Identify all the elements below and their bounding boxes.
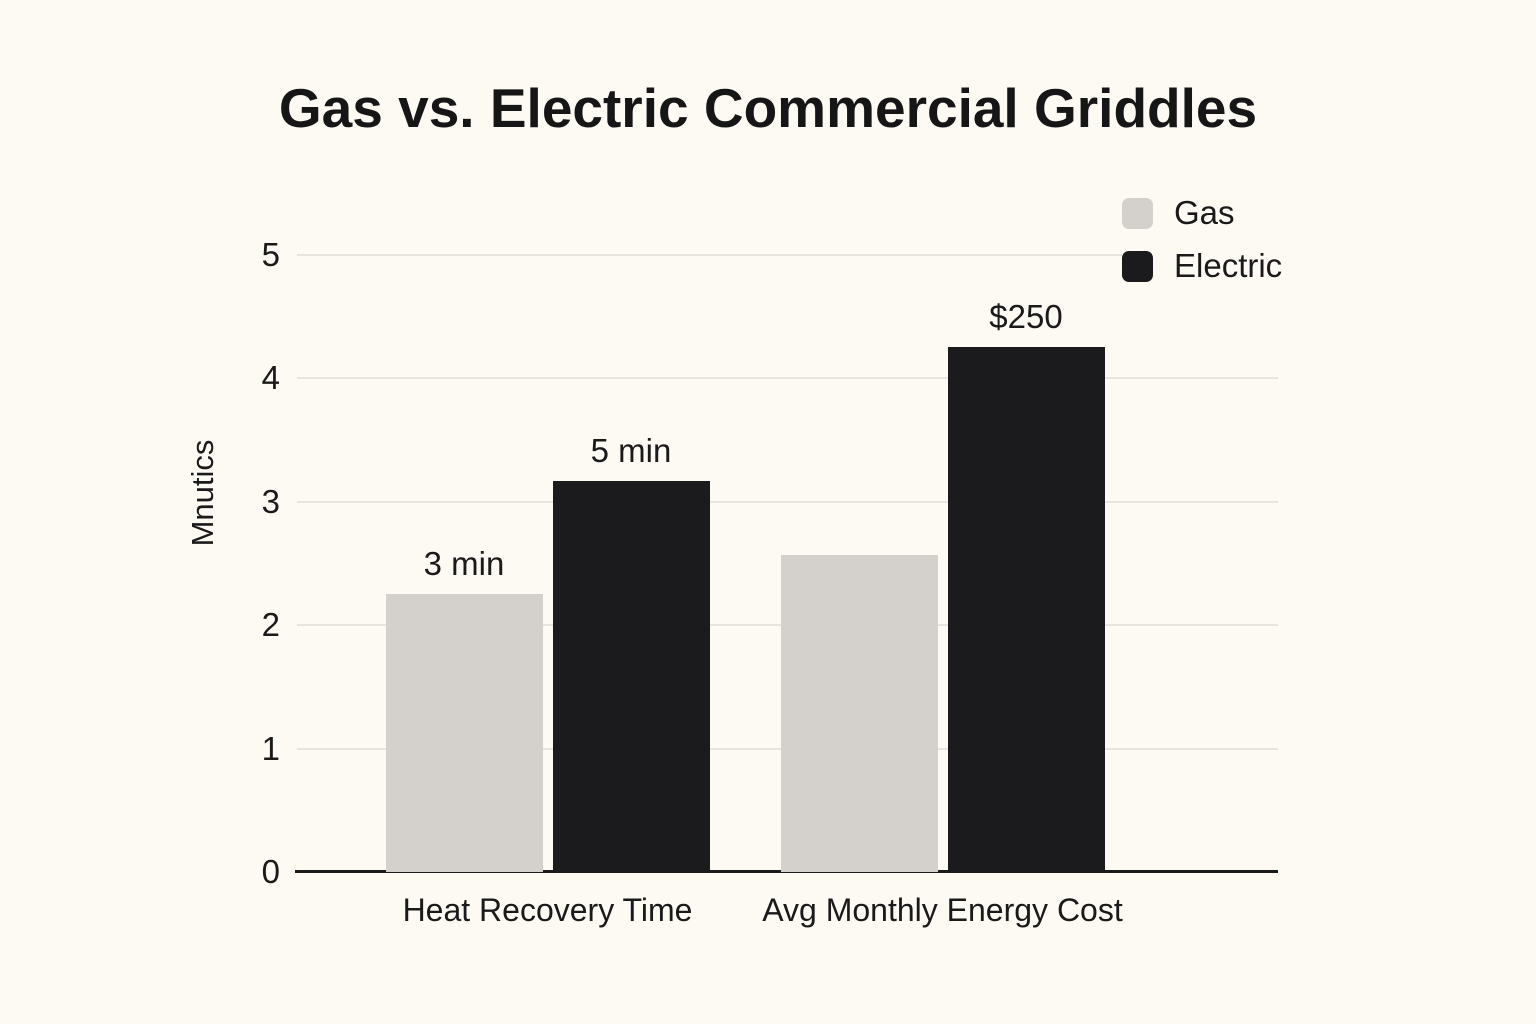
gridline [297, 500, 1278, 503]
x-category-label: Avg Monthly Energy Cost [762, 892, 1123, 928]
y-tick-label: 2 [261, 606, 280, 643]
legend-label: Electric [1174, 247, 1283, 284]
bar-value-label: 5 min [590, 431, 672, 469]
y-tick-label: 5 [261, 235, 280, 273]
bar-value-label: 3 min [423, 545, 505, 583]
bar-value-label: $250 [989, 298, 1063, 336]
electric-legend-swatch [1122, 250, 1153, 282]
y-tick-label: 0 [261, 853, 280, 890]
bar-gas-1 [385, 594, 543, 872]
bar-gas-2 [780, 554, 938, 872]
y-tick-label: 1 [261, 729, 280, 767]
x-category-label: Heat Recovery Time [402, 892, 693, 928]
gridline [297, 377, 1278, 379]
chart-title: Gas vs. Electric Commercial Griddles [278, 77, 1258, 139]
gas-legend-swatch [1122, 197, 1153, 229]
legend-item-gas: Gas [1122, 194, 1249, 231]
y-tick-label: 4 [261, 359, 280, 396]
bar-electric-2 [947, 347, 1105, 872]
legend-item-electric: Electric [1122, 247, 1297, 284]
legend-label: Gas [1174, 194, 1235, 231]
y-tick-label: 3 [261, 482, 280, 520]
bar-electric-1 [552, 480, 710, 872]
gridline [297, 253, 1278, 256]
